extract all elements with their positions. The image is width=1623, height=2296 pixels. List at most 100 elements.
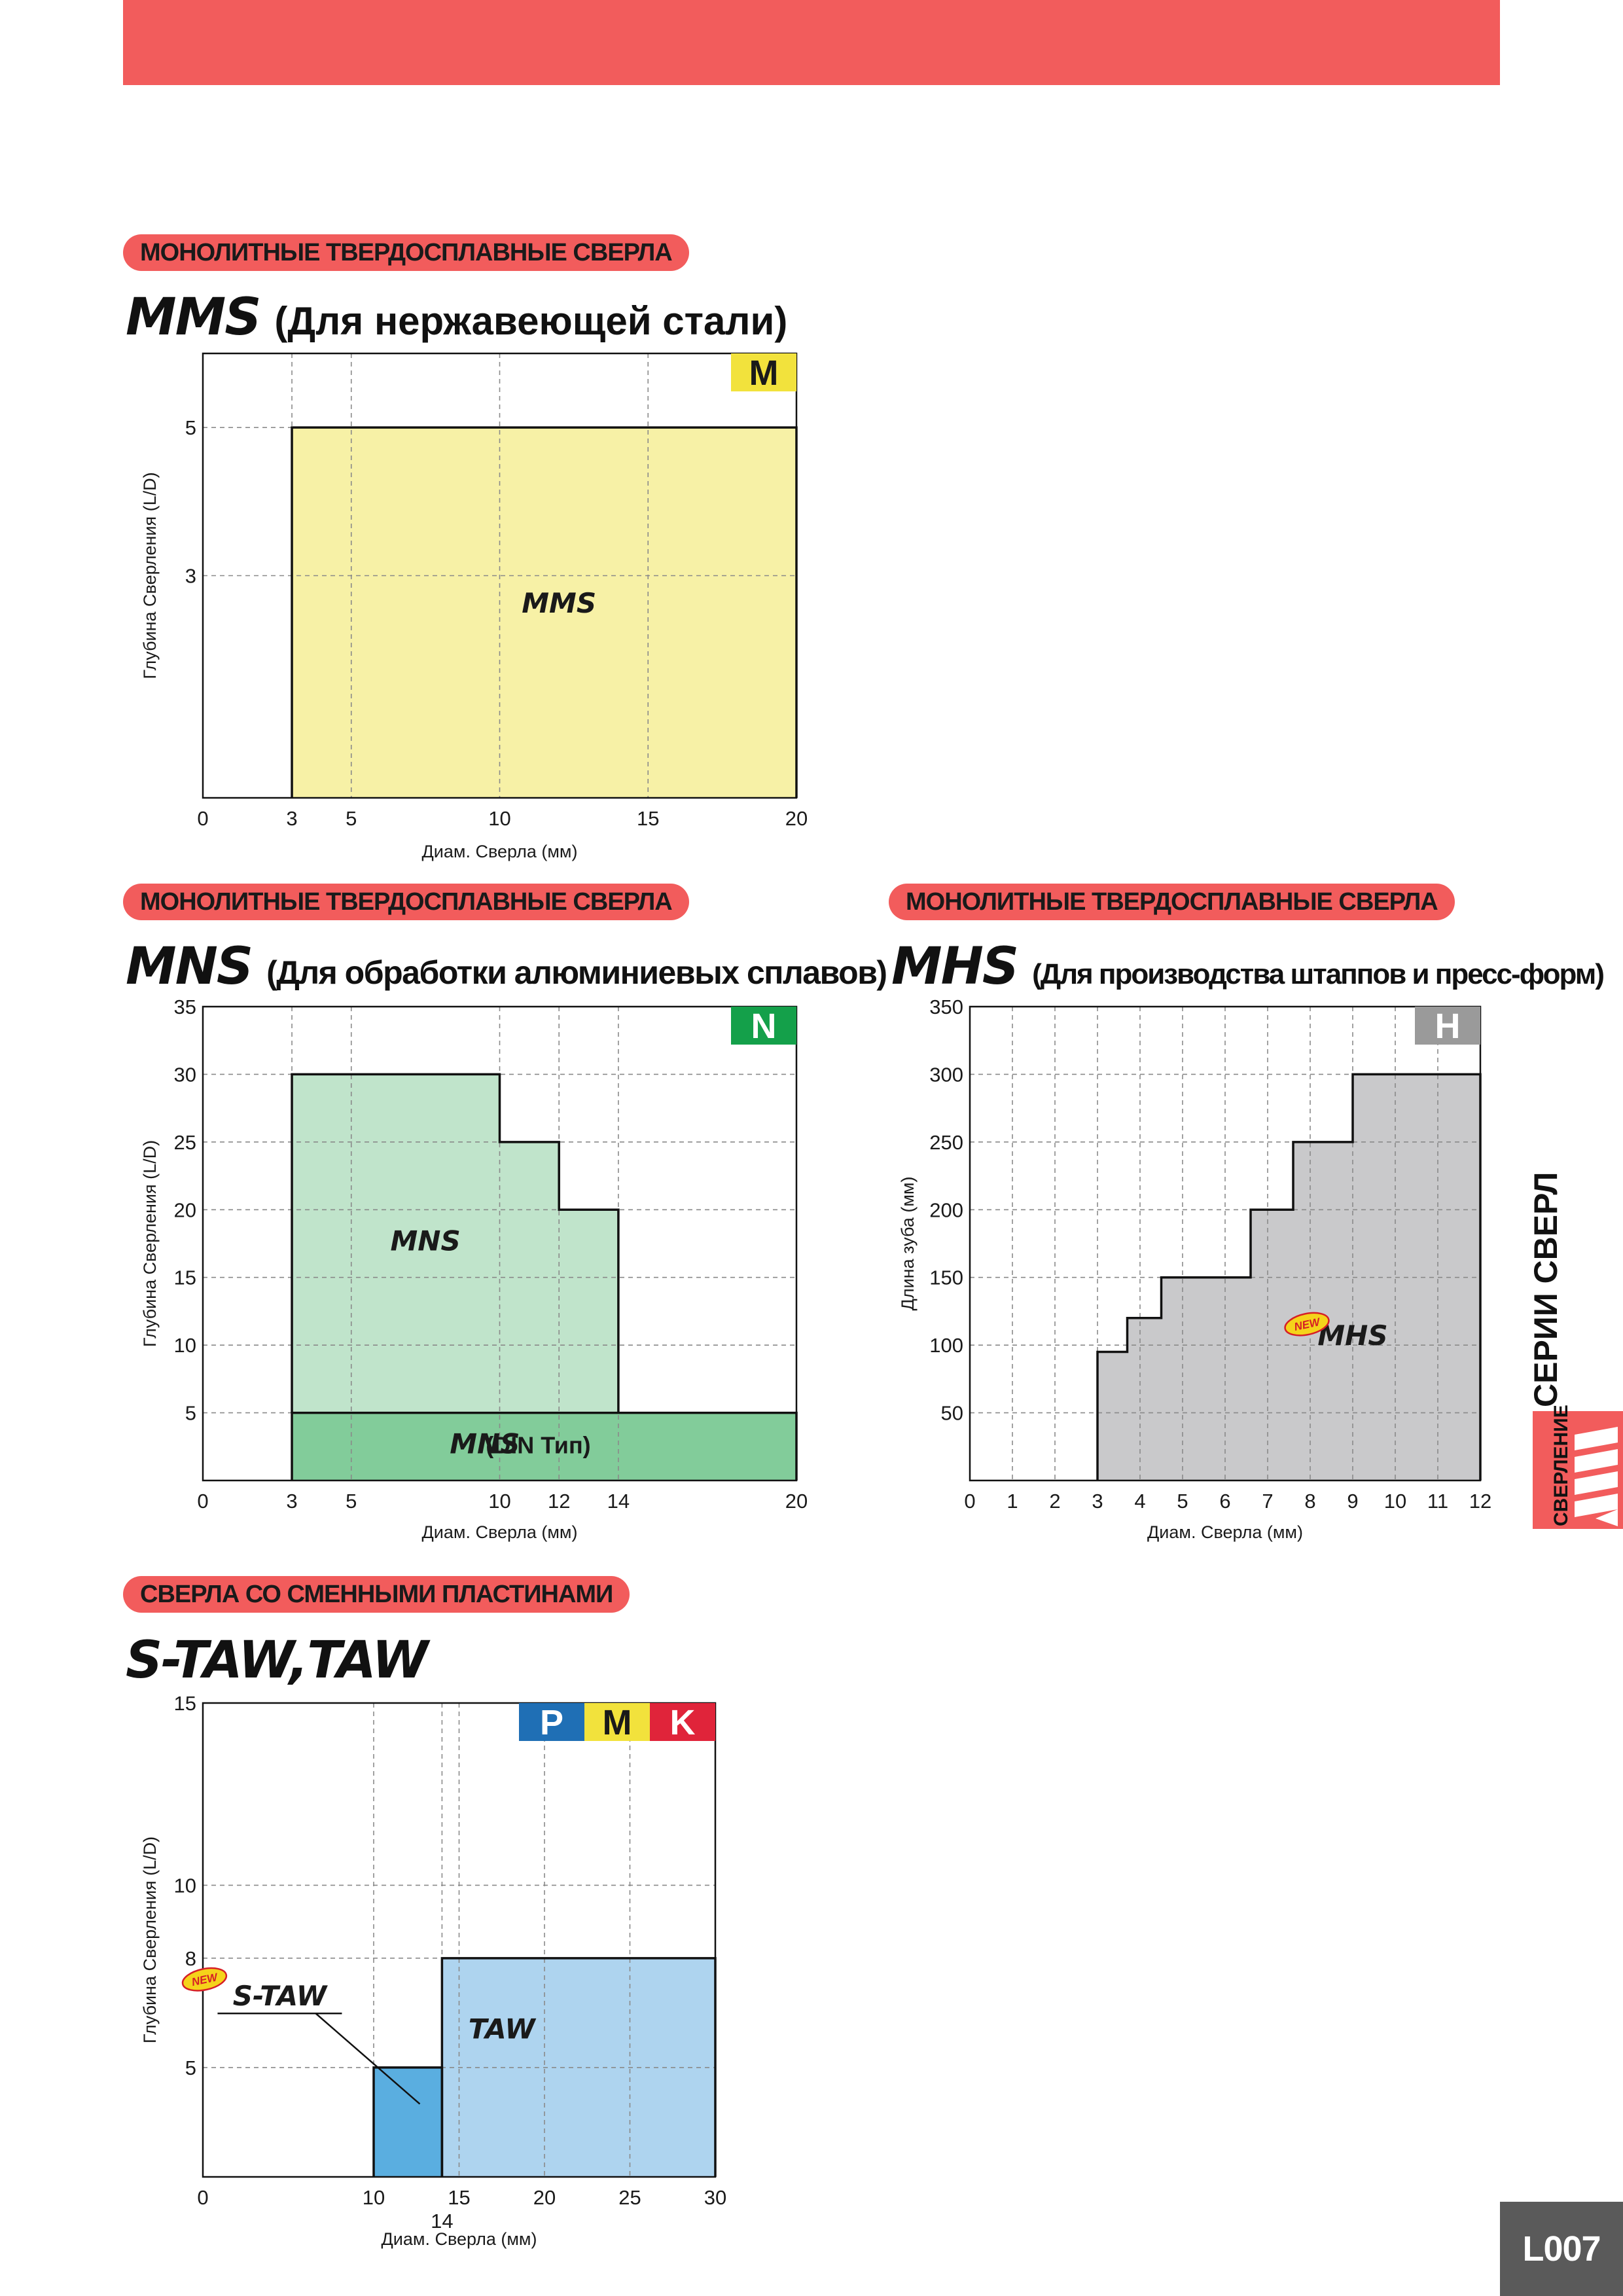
category-pill-mhs: МОНОЛИТНЫЕ ТВЕРДОСПЛАВНЫЕ СВЕРЛА [889, 884, 1455, 920]
region-label: MNS [391, 1225, 461, 1257]
x-tick-label: 3 [286, 807, 297, 830]
material-badge-letter: N [751, 1007, 777, 1046]
side-section-title: СЕРИИ СВЕРЛ [1527, 1172, 1564, 1407]
chart-mhs: 0 1 2 3 4 5 6 7 8 9 10 11 1250100150200250300350Диам… [898, 996, 1491, 1542]
y-axis-title: Глубина Сверления (L/D) [140, 1837, 160, 2043]
x-tick-label: 5 [346, 1490, 357, 1513]
region-label: S-TAW [233, 1980, 329, 2012]
section-heading-mhs: MHS (Для производства штаппов и пресс-фор… [891, 937, 1605, 996]
x-tick-label: 10 [488, 807, 510, 830]
page-number: L007 [1522, 2229, 1601, 2269]
x-axis-title: Диам. Сверла (мм) [422, 1522, 578, 1542]
x-tick-label: 11 [1427, 1490, 1448, 1513]
plot-border [202, 1005, 798, 1482]
section-heading-mms: MMS (Для нержавеющей стали) [126, 288, 787, 347]
series-fill-mms [292, 427, 796, 798]
chart-mms: 0 3 5 10 15 20 3 5 Диам. Сверла (мм) Глубина Свер… [140, 352, 808, 861]
region-label: MNS [450, 1428, 520, 1460]
x-tick-label: 15 [637, 807, 659, 830]
y-tick-label: 100 [929, 1334, 963, 1357]
x-tick-label: 7 [1262, 1490, 1273, 1513]
label-leader [315, 2013, 421, 2105]
x-tick-label: 14 [607, 1490, 630, 1513]
x-tick-label: 9 [1347, 1490, 1358, 1513]
side-tab[interactable] [1533, 1411, 1623, 1529]
product-subtitle-mhs: (Для производства штаппов и пресс-форм) [1032, 958, 1605, 990]
x-tick-label: 20 [533, 2186, 556, 2209]
y-tick-label: 20 [174, 1198, 196, 1221]
category-pill-taw: СВЕРЛА СО СМЕННЫМИ ПЛАСТИНАМИ [123, 1576, 630, 1613]
page-number-box [1500, 2202, 1623, 2296]
x-tick-label: 5 [346, 807, 357, 830]
chart-taw: 0 10 15 20 25 30 14 5 8 10 15 Диам. Сверла (мм) Глуб… [140, 1692, 726, 2249]
product-name-taw: S-TAW,TAW [126, 1631, 429, 1690]
series-fill-mns-din- [292, 1412, 796, 1480]
x-axis-title: Диам. Сверла (мм) [1147, 1522, 1303, 1542]
x-tick-label: 1 [1007, 1490, 1018, 1513]
y-tick-label: 200 [929, 1198, 963, 1221]
x-tick-label: 3 [286, 1490, 297, 1513]
y-tick-label: 15 [174, 1692, 196, 1715]
x-tick-label: 30 [704, 2186, 726, 2209]
x-tick-label: 14 [431, 2210, 453, 2233]
series-outline [1096, 1073, 1482, 1480]
y-tick-label: 300 [929, 1063, 963, 1086]
drill-icon [1575, 1427, 1618, 1526]
x-tick-label: 0 [197, 1490, 208, 1513]
y-tick-label: 350 [929, 996, 963, 1018]
product-name-mms: MMS [126, 288, 261, 347]
product-name-mns: MNS [126, 937, 253, 996]
material-badge-m [584, 1703, 650, 1741]
region-label: TAW [469, 2013, 537, 2045]
x-tick-label: 10 [488, 1490, 510, 1513]
category-pill-mns: МОНОЛИТНЫЕ ТВЕРДОСПЛАВНЫЕ СВЕРЛА [123, 884, 689, 920]
product-subtitle-mns: (Для обработки алюминиевых сплавов) [266, 954, 887, 991]
y-tick-label: 10 [174, 1334, 196, 1357]
y-tick-label: 50 [941, 1402, 963, 1425]
plot-border [969, 1005, 1482, 1482]
y-tick-label: 25 [174, 1131, 196, 1154]
top-color-band [123, 0, 1500, 85]
x-tick-label: 25 [618, 2186, 641, 2209]
x-tick-label: 12 [1469, 1490, 1491, 1513]
y-tick-label: 5 [185, 2056, 196, 2079]
new-badge [1284, 1312, 1330, 1336]
x-tick-label: 6 [1219, 1490, 1230, 1513]
material-badge-k [650, 1703, 715, 1741]
y-tick-label: 150 [929, 1266, 963, 1289]
region-label: (DIN Тип) [486, 1432, 590, 1459]
side-tab-label: СВЕРЛЕНИЕ [1550, 1405, 1572, 1526]
plot-border [202, 1702, 717, 2178]
y-tick-label: 3 [185, 565, 196, 588]
material-badge-letter: M [603, 1703, 632, 1742]
x-tick-label: 10 [1384, 1490, 1406, 1513]
x-tick-label: 15 [448, 2186, 470, 2209]
y-axis-title: Глубина Сверления (L/D) [140, 1140, 160, 1347]
x-tick-label: 0 [964, 1490, 975, 1513]
material-badge-letter: K [670, 1703, 696, 1742]
material-badge-n [731, 1007, 796, 1045]
product-name-mhs: MHS [891, 937, 1019, 996]
region-label: MHS [1317, 1319, 1387, 1352]
x-tick-label: 8 [1304, 1490, 1315, 1513]
material-badge-h [1415, 1007, 1480, 1045]
x-tick-label: 10 [363, 2186, 385, 2209]
y-axis-title: Глубина Сверления (L/D) [140, 472, 160, 679]
series-fill-s-taw [374, 2067, 442, 2177]
x-tick-label: 0 [197, 807, 208, 830]
x-axis-title: Диам. Сверла (мм) [382, 2229, 537, 2249]
y-axis-title: Длина зуба (мм) [898, 1177, 918, 1311]
x-tick-label: 5 [1177, 1490, 1188, 1513]
plot-border [202, 352, 798, 799]
section-heading-taw: S-TAW,TAW [126, 1631, 429, 1690]
material-badge-p [519, 1703, 584, 1741]
material-badge-letter: M [749, 353, 779, 393]
product-subtitle-mms: (Для нержавеющей стали) [274, 299, 788, 343]
y-tick-label: 10 [174, 1874, 196, 1897]
material-badge-letter: P [540, 1703, 563, 1742]
section-heading-mns: MNS (Для обработки алюминиевых сплавов) [126, 937, 887, 996]
y-tick-label: 5 [185, 416, 196, 439]
y-tick-label: 15 [174, 1266, 196, 1289]
material-badge-m [731, 353, 796, 391]
